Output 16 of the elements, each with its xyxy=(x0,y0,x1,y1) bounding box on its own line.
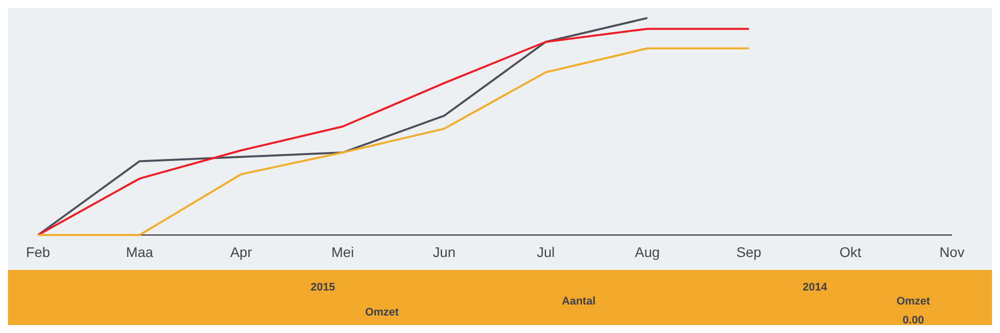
x-tick-label: Sep xyxy=(736,244,762,260)
x-tick-label: Okt xyxy=(840,244,862,260)
x-tick-label: Maa xyxy=(126,244,154,260)
x-tick-label: Mei xyxy=(331,244,354,260)
x-tick-label: Apr xyxy=(230,244,252,260)
x-tick-label: Feb xyxy=(26,244,50,260)
text: 2014 xyxy=(802,282,828,294)
x-tick-label: Nov xyxy=(940,244,964,260)
x-tick-label: Aug xyxy=(634,244,660,260)
text: Omzet xyxy=(365,306,400,318)
text: 2015 xyxy=(310,282,336,294)
text: Aantal xyxy=(562,295,596,308)
x-tick-label: Jul xyxy=(536,244,555,260)
text: Omzet xyxy=(896,295,930,308)
text: 0.00 xyxy=(902,314,924,326)
x-tick-label: Jun xyxy=(432,244,456,260)
